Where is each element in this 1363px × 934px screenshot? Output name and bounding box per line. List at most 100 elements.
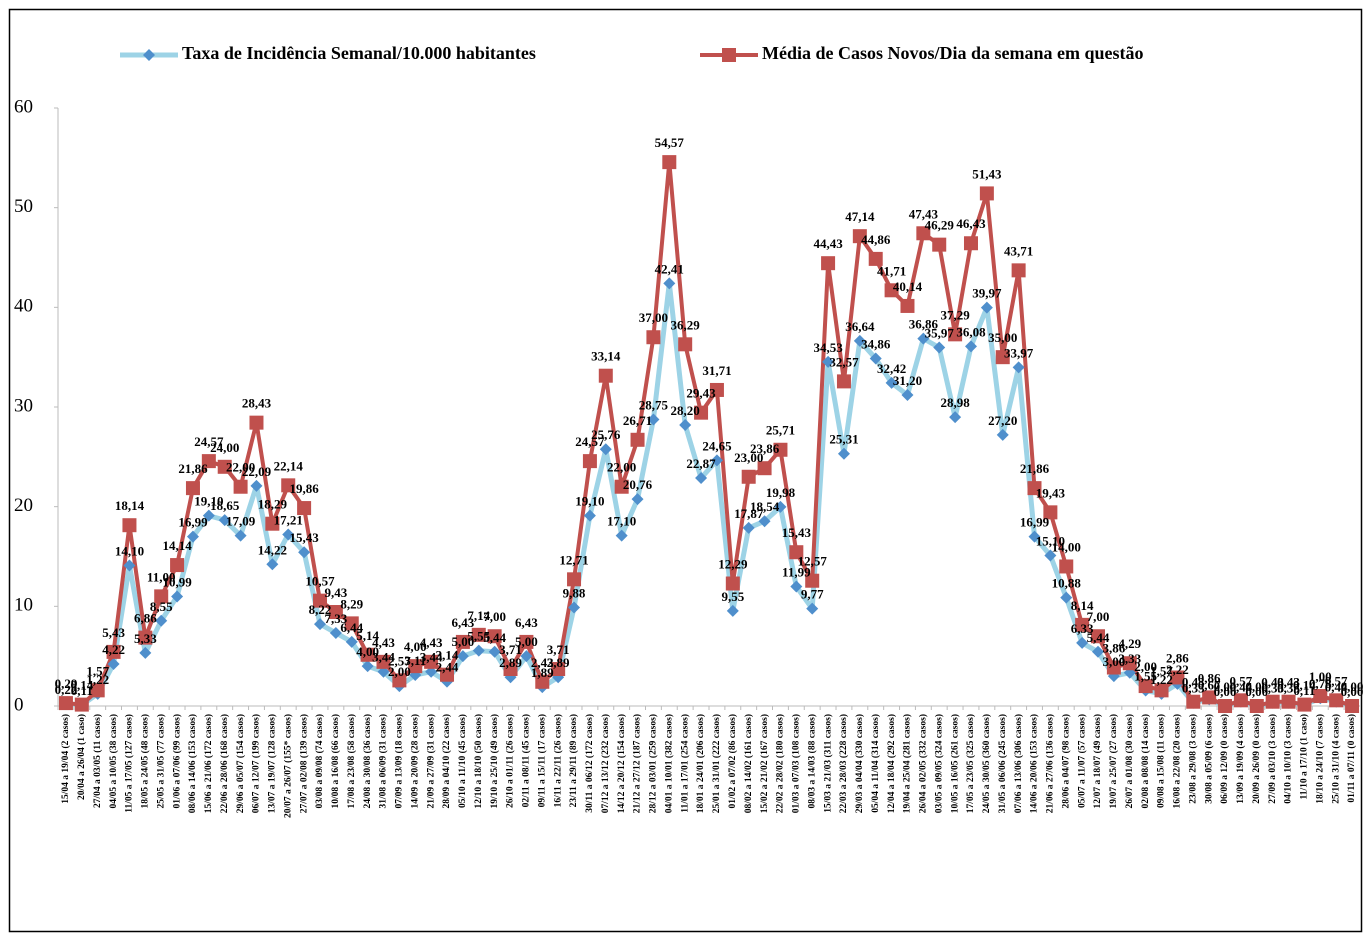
data-label: 7,33 (324, 611, 347, 626)
point (663, 277, 676, 290)
data-label: 0,00 (1245, 684, 1268, 699)
data-label: 6,44 (340, 620, 363, 635)
x-tick-label: 24/05 a 30/05 (360 casos) (981, 714, 992, 813)
point (107, 657, 120, 670)
x-tick-label: 08/02 a 14/02 (161 casos) (743, 714, 754, 813)
point (757, 461, 772, 476)
data-label: 0,86 (1198, 670, 1221, 685)
point (901, 389, 914, 402)
point (344, 616, 359, 631)
data-label: 10,88 (1052, 576, 1082, 591)
data-label: 22,87 (686, 456, 716, 471)
point (1060, 591, 1073, 604)
x-tick-label: 23/08 a 29/08 (3 casos) (1187, 714, 1198, 804)
x-tick-label: 07/09 a 13/09 (18 casos) (394, 714, 405, 808)
point (282, 528, 295, 541)
point (598, 368, 613, 383)
x-tick-label: 18/05 a 24/05 (48 casos) (140, 714, 151, 808)
point (806, 602, 819, 615)
data-label: 34,53 (813, 340, 843, 355)
data-label: 46,29 (925, 218, 955, 233)
point (58, 696, 73, 711)
data-label: 18,54 (750, 499, 780, 514)
y-tick-label: 50 (14, 196, 33, 217)
point (186, 530, 199, 543)
point (582, 454, 597, 469)
data-label: 10,57 (305, 574, 335, 589)
data-label: 41,71 (877, 263, 906, 278)
data-label: 2,00 (1134, 659, 1157, 674)
data-label: 5,00 (515, 634, 538, 649)
x-tick-label: 15/03 a 21/03 (311 casos) (822, 714, 833, 813)
x-tick-label: 20/04 a 26/04 (1 caso) (76, 714, 87, 800)
data-label: 4,00 (404, 639, 427, 654)
point (980, 301, 993, 314)
point (695, 472, 708, 485)
data-label: 5,44 (1087, 630, 1110, 645)
point (741, 469, 756, 484)
x-tick-label: 29/03 a 04/04 (330 casos) (854, 714, 865, 813)
x-tick-label: 11/01 a 17/01 (254 casos) (679, 714, 690, 813)
data-label: 3,11 (404, 653, 426, 668)
data-label: 17,87 (734, 506, 764, 521)
legend-marker (722, 48, 736, 62)
data-label: 18,14 (115, 498, 145, 513)
point (822, 355, 835, 368)
x-tick-label: 25/01 a 31/01 (222 casos) (711, 714, 722, 813)
x-tick-label: 12/04 a 18/04 (292 casos) (886, 714, 897, 813)
point (599, 443, 612, 456)
x-tick-label: 14/06 a 20/06 (153 casos) (1029, 714, 1040, 813)
data-label: 0,33 (1277, 681, 1300, 696)
x-tick-label: 22/06 a 28/06 (168 casos) (219, 714, 230, 813)
data-label: 0,14 (70, 678, 93, 693)
data-label: 0,33 (1261, 681, 1284, 696)
data-label: 5,14 (356, 628, 379, 643)
x-tick-label: 01/03 a 07/03 (108 casos) (791, 714, 802, 813)
legend-label: Média de Casos Novos/Dia da semana em qu… (762, 43, 1144, 63)
data-label: 4,43 (372, 635, 395, 650)
data-label: 39,97 (972, 286, 1002, 301)
x-tick-label: 25/05 a 31/05 (77 casos) (155, 714, 166, 808)
data-label: 5,00 (452, 634, 475, 649)
point (1186, 694, 1201, 709)
data-label: 15,43 (289, 530, 319, 545)
data-label: 3,14 (436, 648, 459, 663)
data-label: 9,55 (721, 589, 744, 604)
point (392, 673, 407, 688)
data-label: 18,65 (210, 498, 240, 513)
data-label: 14,00 (1052, 539, 1081, 554)
data-label: 46,43 (956, 216, 986, 231)
data-label: 2,57 (388, 653, 411, 668)
data-label: 11,99 (782, 564, 811, 579)
data-label: 0,00 (1341, 684, 1363, 699)
x-tick-label: 14/09 a 20/09 (28 casos) (409, 714, 420, 808)
point (265, 516, 280, 531)
point (583, 509, 596, 522)
point (1059, 559, 1074, 574)
data-label: 15,10 (1036, 533, 1065, 548)
data-label: 5,33 (134, 631, 157, 646)
x-tick-label: 27/09 a 03/10 (3 casos) (1267, 714, 1278, 804)
data-label: 2,86 (1166, 650, 1189, 665)
point (1313, 689, 1328, 704)
data-label: 12,71 (559, 552, 588, 567)
data-label: 42,41 (655, 261, 684, 276)
data-label: 0,67 (1198, 677, 1221, 692)
data-label: 4,43 (420, 635, 443, 650)
y-tick-label: 0 (14, 694, 24, 715)
data-label: 3,44 (372, 650, 395, 665)
data-label: 1,89 (531, 665, 554, 680)
point (773, 442, 788, 457)
point (868, 251, 883, 266)
point (1265, 694, 1280, 709)
x-tick-label: 27/04 a 03/05 (11 casos) (92, 714, 103, 808)
data-label: 1,00 (1309, 669, 1332, 684)
x-tick-label: 30/11 a 06/12 (172 casos) (584, 714, 595, 813)
x-tick-label: 26/10 a 01/11 (26 casos) (505, 714, 516, 808)
point (1233, 693, 1248, 708)
point (933, 341, 946, 354)
x-tick-label: 31/05 a 06/06 (245 casos) (997, 714, 1008, 813)
data-label: 1,22 (86, 672, 109, 687)
x-tick-label: 28/12 a 03/01 (259 casos) (648, 714, 659, 813)
x-tick-label: 15/04 a 19/04 (2 casos) (60, 714, 71, 804)
